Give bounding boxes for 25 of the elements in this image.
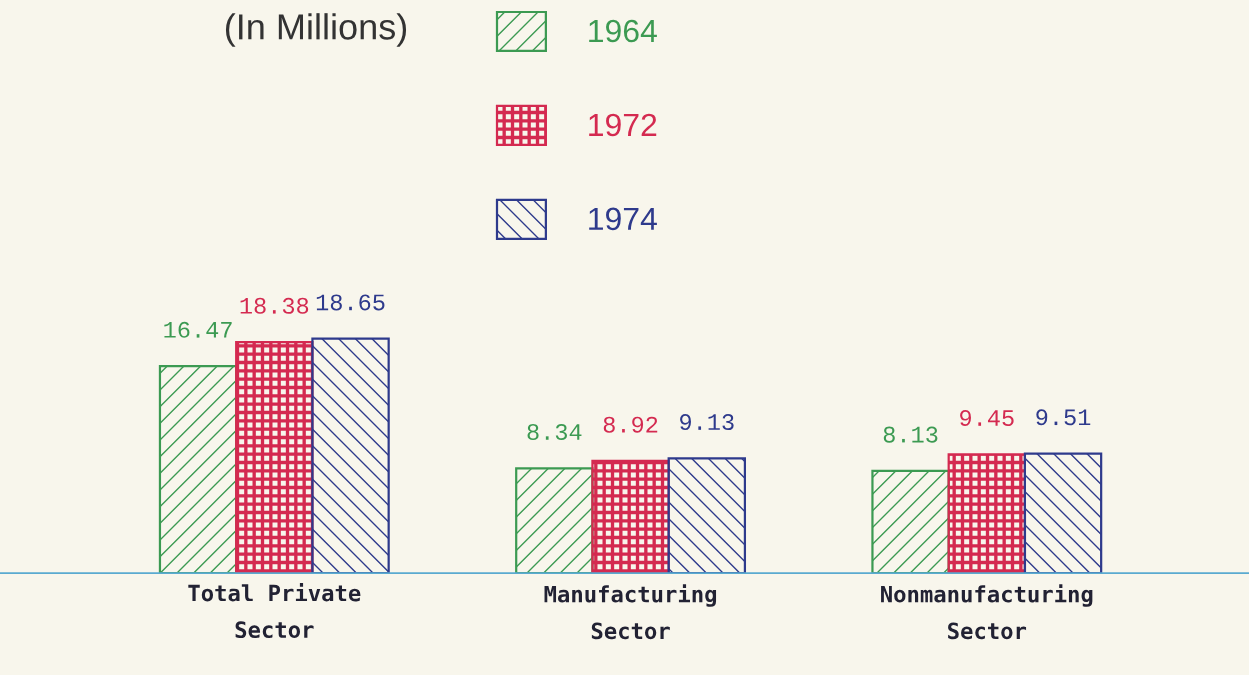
data-label: 9.45	[960, 410, 1014, 427]
data-label: 16.47	[164, 321, 232, 338]
bar	[947, 453, 1027, 574]
bar	[667, 457, 747, 574]
data-label: 18.38	[240, 297, 309, 314]
data-label: 8.34	[527, 423, 582, 440]
bar	[235, 341, 314, 574]
data-label: 9.13	[680, 414, 734, 431]
legend-label: 1974	[589, 207, 657, 231]
data-label: 18.65	[316, 294, 385, 311]
bar	[311, 337, 390, 574]
data-label: 9.51	[1036, 409, 1091, 426]
x-tick-label: Total Private Sector	[188, 583, 361, 639]
data-label: 8.92	[603, 416, 658, 433]
bar	[158, 365, 238, 574]
bar	[1023, 452, 1103, 574]
bar	[871, 469, 950, 574]
x-tick-label: Nonmanufacturing Sector	[881, 584, 1093, 640]
chart-title: (In Millions)	[225, 13, 407, 47]
x-tick-label: Manufacturing Sector	[544, 584, 717, 640]
bar	[591, 459, 670, 574]
legend-label: 1972	[589, 113, 657, 137]
bar	[515, 467, 594, 574]
legend-label: 1964	[589, 19, 657, 43]
data-label: 8.13	[883, 426, 938, 443]
